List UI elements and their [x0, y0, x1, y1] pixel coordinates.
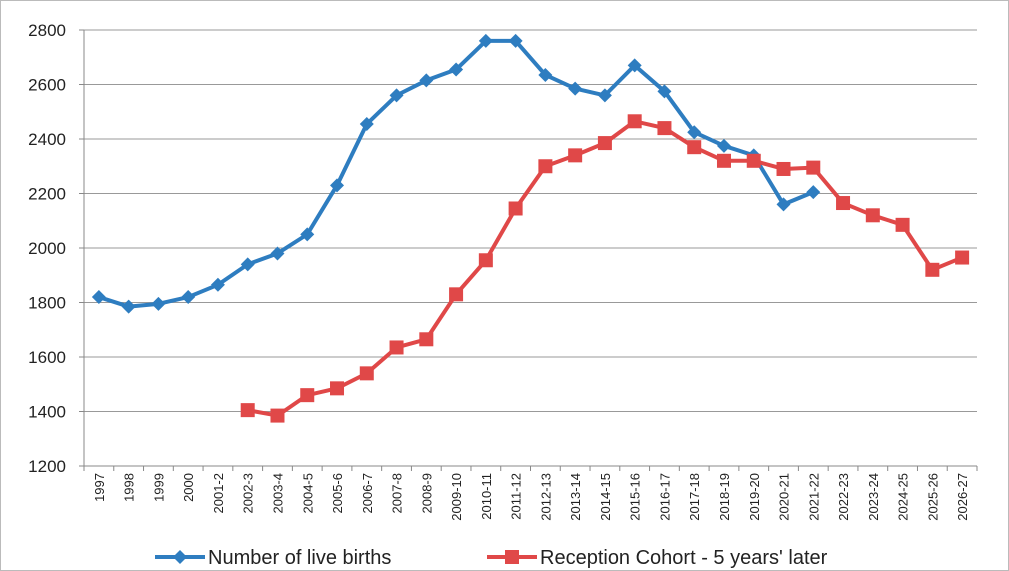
legend-marker	[505, 550, 519, 564]
y-tick-label: 2000	[28, 239, 66, 258]
x-tick-label: 2022-23	[836, 473, 851, 521]
x-tick-label: 2015-16	[628, 473, 643, 521]
data-point	[568, 148, 583, 163]
data-point	[270, 408, 285, 423]
data-point	[568, 81, 583, 96]
data-point	[597, 88, 612, 103]
data-point	[508, 201, 523, 216]
data-point	[627, 114, 642, 129]
data-point	[836, 196, 851, 211]
data-point	[121, 299, 136, 314]
y-tick-label: 2800	[28, 21, 66, 40]
data-point	[419, 73, 434, 88]
x-tick-label: 2013-14	[568, 473, 583, 521]
x-tick-label: 2021-22	[806, 473, 821, 521]
x-tick-label: 2011-12	[509, 473, 524, 520]
legend-marker	[173, 550, 187, 564]
x-tick-label: 2025-26	[925, 473, 940, 521]
y-tick-label: 2600	[28, 76, 66, 95]
legend-label: Number of live births	[208, 547, 391, 569]
y-tick-label: 1400	[28, 403, 66, 422]
legend-label: Reception Cohort - 5 years' later	[540, 547, 828, 569]
data-point	[151, 296, 166, 311]
data-point	[359, 366, 374, 381]
data-point	[776, 197, 791, 212]
data-point	[806, 160, 821, 175]
data-point	[330, 178, 345, 193]
data-point	[925, 262, 940, 277]
data-point	[687, 125, 702, 140]
x-tick-label: 2004-5	[300, 473, 315, 513]
data-point	[538, 159, 553, 174]
x-tick-label: 2017-18	[687, 473, 702, 521]
data-point	[240, 403, 255, 418]
data-point	[865, 208, 880, 223]
data-point	[389, 88, 404, 103]
data-point	[449, 287, 464, 302]
x-tick-label: 1997	[92, 473, 107, 502]
data-point	[449, 62, 464, 77]
data-point	[806, 185, 821, 200]
x-tick-label: 1999	[151, 473, 166, 502]
x-tick-label: 2012-13	[538, 473, 553, 521]
data-point	[508, 33, 523, 48]
y-tick-label: 1800	[28, 294, 66, 313]
data-point	[746, 153, 761, 168]
x-tick-label: 2000	[181, 473, 196, 502]
x-tick-label: 2010-11	[479, 473, 494, 520]
x-tick-label: 2003-4	[270, 473, 285, 513]
data-point	[657, 84, 672, 99]
y-tick-label: 2400	[28, 130, 66, 149]
data-point	[955, 250, 970, 265]
data-point	[300, 388, 315, 403]
x-tick-label: 2020-21	[777, 473, 792, 521]
data-point	[91, 290, 106, 305]
x-tick-label: 2024-25	[896, 473, 911, 521]
x-tick-label: 2023-24	[866, 473, 881, 521]
data-point	[597, 136, 612, 151]
data-point	[627, 58, 642, 73]
x-tick-label: 2019-20	[747, 473, 762, 521]
data-point	[240, 257, 255, 272]
y-tick-label: 1200	[28, 457, 66, 476]
x-tick-label: 2006-7	[360, 473, 375, 513]
data-point	[389, 340, 404, 355]
data-point	[210, 277, 225, 292]
x-tick-label: 2009-10	[449, 473, 464, 521]
data-point	[716, 138, 731, 153]
x-tick-label: 2026-27	[955, 473, 970, 521]
x-tick-label: 2002-3	[241, 473, 256, 513]
x-tick-label: 2014-15	[598, 473, 613, 521]
data-point	[181, 290, 196, 305]
data-point	[270, 246, 285, 261]
x-tick-label: 2008-9	[419, 473, 434, 513]
x-tick-label: 2001-2	[211, 473, 226, 513]
data-point	[330, 381, 345, 396]
data-point	[716, 153, 731, 168]
y-tick-label: 1600	[28, 348, 66, 367]
x-tick-label: 2018-19	[717, 473, 732, 521]
data-point	[687, 140, 702, 155]
data-point	[478, 253, 493, 268]
data-point	[300, 227, 315, 242]
x-tick-label: 2016-17	[657, 473, 672, 521]
x-tick-label: 2007-8	[390, 473, 405, 513]
x-tick-label: 1998	[122, 473, 137, 502]
data-point	[895, 217, 910, 232]
data-point	[419, 332, 434, 347]
x-tick-label: 2005-6	[330, 473, 345, 513]
data-point	[478, 33, 493, 48]
data-point	[359, 117, 374, 132]
data-point	[538, 67, 553, 82]
y-tick-label: 2200	[28, 185, 66, 204]
data-point	[776, 161, 791, 176]
data-point	[657, 121, 672, 136]
